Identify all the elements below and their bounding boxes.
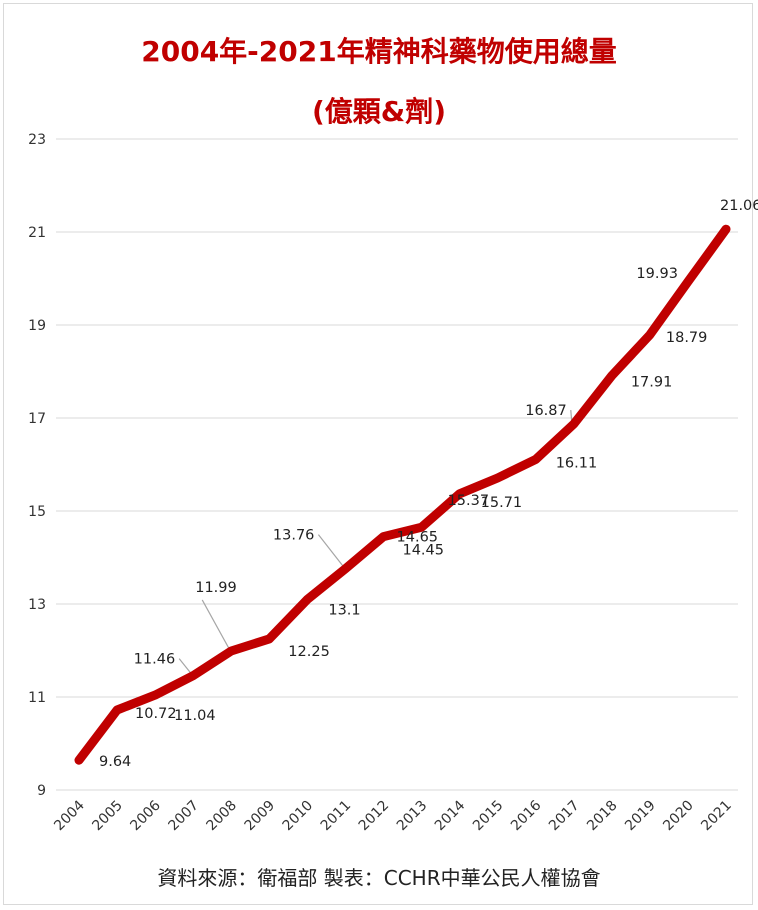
chart-subtitle: (億顆&劑) (311, 95, 446, 128)
x-tick-label: 2005 (89, 798, 126, 835)
x-tick-label: 2020 (660, 798, 697, 835)
chart-frame (3, 3, 753, 905)
data-label: 13.76 (273, 528, 315, 544)
series-line-path (74, 224, 731, 765)
x-tick-label: 2013 (394, 798, 431, 835)
series-line (74, 224, 731, 765)
data-label: 18.79 (666, 330, 708, 346)
y-tick-label: 17 (28, 411, 46, 427)
x-tick-label: 2006 (127, 797, 164, 834)
x-tick-label: 2010 (280, 798, 317, 835)
data-label: 17.91 (631, 375, 673, 391)
y-tick-label: 9 (37, 783, 46, 799)
x-tick-label: 2008 (204, 798, 241, 835)
x-tick-label: 2011 (318, 798, 355, 835)
data-label: 11.04 (174, 708, 216, 724)
y-tick-label: 23 (28, 132, 46, 148)
source-note: 資料來源：衛福部 製表：CCHR中華公民人權協會 (157, 866, 601, 890)
data-label: 15.37 (448, 493, 490, 509)
chart-title: 2004年-2021年精神科藥物使用總量 (141, 35, 617, 68)
x-axis-ticks: 2004 2005 2006 2007 2008 2009 2010 2011 2012 2013… (51, 797, 735, 834)
data-label: 16.87 (525, 403, 567, 419)
x-tick-label: 2012 (356, 798, 393, 835)
x-tick-label: 2021 (698, 798, 735, 835)
data-label: 11.46 (134, 652, 176, 668)
x-tick-label: 2017 (546, 798, 583, 835)
leader-lines (178, 409, 573, 674)
data-label: 14.65 (397, 529, 439, 545)
y-tick-label: 15 (28, 504, 46, 520)
y-tick-label: 11 (28, 690, 46, 706)
gridlines (56, 138, 738, 791)
x-tick-label: 2014 (432, 797, 469, 834)
data-label: 21.06 (720, 198, 758, 214)
data-label: 11.99 (195, 580, 237, 596)
leader-line (201, 599, 230, 650)
x-tick-label: 2016 (508, 797, 545, 834)
data-label: 16.11 (556, 455, 598, 471)
data-label: 14.45 (402, 543, 444, 559)
x-tick-label: 2007 (165, 798, 202, 835)
x-tick-label: 2019 (622, 798, 659, 835)
data-label: 12.25 (288, 644, 330, 660)
x-tick-label: 2009 (242, 798, 279, 835)
x-tick-label: 2004 (51, 797, 88, 834)
y-tick-label: 13 (28, 597, 46, 613)
x-tick-label: 2018 (584, 798, 621, 835)
x-tick-label: 2015 (470, 798, 507, 835)
data-label: 9.64 (99, 754, 131, 770)
y-axis-ticks: 9 11 13 15 17 19 21 23 (28, 132, 46, 799)
y-tick-label: 21 (28, 225, 46, 241)
data-label: 15.71 (481, 495, 523, 511)
leader-line (178, 658, 192, 674)
leader-line (317, 534, 344, 568)
y-tick-label: 19 (28, 318, 46, 334)
data-label: 10.72 (135, 706, 177, 722)
data-label: 19.93 (636, 266, 678, 282)
data-label: 13.1 (328, 602, 360, 618)
